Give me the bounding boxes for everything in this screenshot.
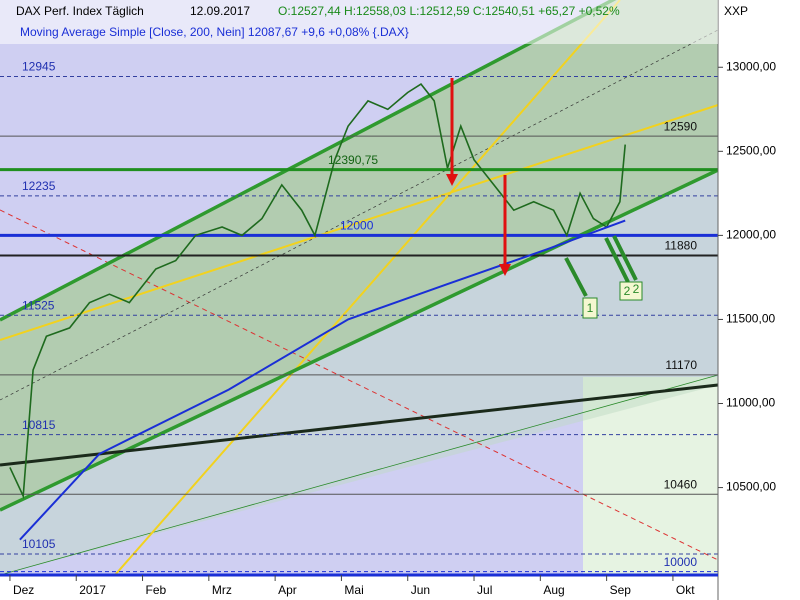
levels: 129451259012390,751223512000118801152511… bbox=[0, 60, 718, 573]
arrow-head bbox=[499, 264, 511, 276]
level-label: 10460 bbox=[664, 477, 698, 491]
y-tick-label: 13000,00 bbox=[726, 59, 776, 73]
x-tick-label: Feb bbox=[146, 583, 167, 597]
x-tick-label: Mrz bbox=[212, 583, 232, 597]
x-tick-label: Dez bbox=[13, 583, 34, 597]
level-label: 10000 bbox=[664, 555, 698, 569]
y-tick-label: 11500,00 bbox=[726, 312, 775, 326]
annotation: 2 bbox=[624, 284, 631, 298]
level-label: 12235 bbox=[22, 179, 56, 193]
x-tick-label: Sep bbox=[610, 583, 632, 597]
trend-line bbox=[0, 383, 719, 467]
trend-line bbox=[114, 0, 621, 576]
zone bbox=[583, 377, 718, 575]
annotation: 2 bbox=[633, 282, 640, 296]
moving-average-line bbox=[19, 219, 626, 541]
y-tick-label: 12000,00 bbox=[726, 228, 776, 242]
x-tick-label: Jun bbox=[411, 583, 430, 597]
quote: O:12527,44 H:12558,03 L:12512,59 C:12540… bbox=[278, 4, 620, 18]
trend-line bbox=[0, 374, 719, 576]
axis-background bbox=[718, 0, 800, 600]
level-label: 12390,75 bbox=[328, 153, 378, 167]
y-tick-label: 10500,00 bbox=[726, 480, 776, 494]
annotation: 1 bbox=[587, 301, 594, 315]
level-label: 10815 bbox=[22, 418, 56, 432]
trend-line bbox=[0, 168, 719, 512]
level-label: 12945 bbox=[22, 60, 56, 74]
axis-background bbox=[0, 575, 800, 600]
level-label: 11170 bbox=[665, 358, 697, 372]
date: 12.09.2017 bbox=[190, 4, 250, 18]
y-tick-label: 11000,00 bbox=[726, 396, 775, 410]
series bbox=[9, 83, 626, 541]
x-tick-label: 2017 bbox=[79, 583, 106, 597]
title: DAX Perf. Index Täglich bbox=[16, 4, 144, 18]
level-label: 11525 bbox=[22, 298, 55, 312]
arrow bbox=[604, 237, 630, 283]
arrow-head bbox=[446, 174, 458, 186]
symbol: XXP bbox=[724, 4, 748, 18]
x-tick-label: Apr bbox=[278, 583, 297, 597]
annotation-box bbox=[619, 281, 643, 301]
trend-line bbox=[0, 29, 719, 401]
channel-fill bbox=[0, 170, 718, 575]
level-label: 12590 bbox=[664, 119, 698, 133]
level-label: 12000 bbox=[340, 219, 374, 233]
y-tick-label: 12500,00 bbox=[726, 143, 776, 157]
trend-line bbox=[0, 104, 719, 341]
price-line bbox=[9, 83, 626, 500]
x-tick-label: Okt bbox=[676, 583, 695, 597]
level-label: 10105 bbox=[22, 537, 56, 551]
arrow bbox=[564, 257, 588, 297]
x-tick-label: Jul bbox=[477, 583, 492, 597]
x-tick-label: Mai bbox=[344, 583, 363, 597]
trend-line bbox=[0, 209, 719, 561]
indicator: Moving Average Simple [Close, 200, Nein]… bbox=[20, 25, 409, 39]
x-tick-label: Aug bbox=[543, 583, 564, 597]
arrow bbox=[612, 235, 638, 281]
level-label: 11880 bbox=[665, 239, 698, 253]
annotation-box bbox=[582, 297, 598, 319]
header-background bbox=[0, 0, 718, 44]
